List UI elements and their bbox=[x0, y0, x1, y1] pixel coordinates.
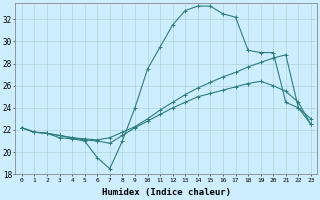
X-axis label: Humidex (Indice chaleur): Humidex (Indice chaleur) bbox=[102, 188, 231, 197]
